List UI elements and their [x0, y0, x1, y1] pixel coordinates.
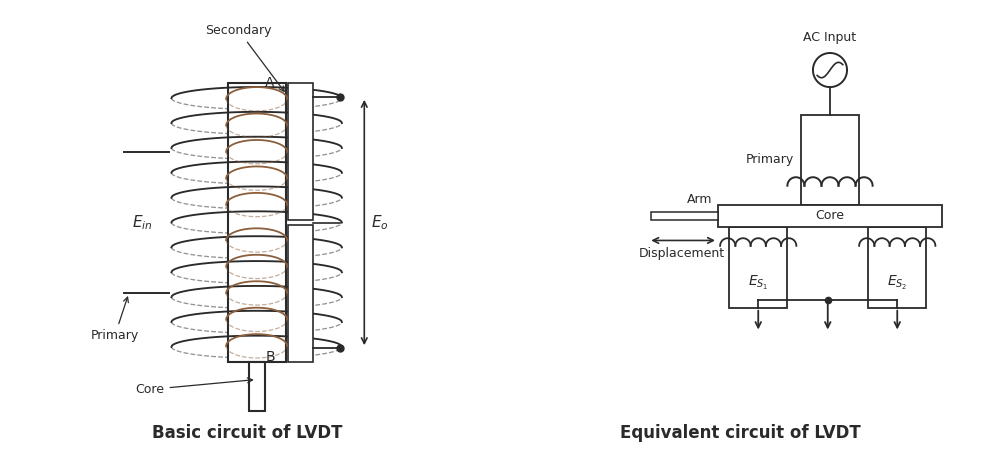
- Bar: [868, 227, 927, 308]
- Bar: [227, 84, 286, 361]
- Text: $E_{in}$: $E_{in}$: [132, 213, 152, 232]
- Bar: [718, 205, 943, 227]
- Text: $E_{S_2}$: $E_{S_2}$: [887, 274, 908, 292]
- Text: B: B: [266, 350, 275, 364]
- Text: Primary: Primary: [746, 153, 794, 166]
- Bar: [288, 225, 313, 361]
- Bar: [288, 84, 313, 220]
- Text: Displacement: Displacement: [639, 247, 725, 260]
- Text: $E_{S_1}$: $E_{S_1}$: [748, 274, 769, 292]
- Text: Arm: Arm: [688, 193, 712, 206]
- Text: A: A: [266, 76, 275, 90]
- Text: Core: Core: [135, 378, 253, 396]
- Bar: [249, 361, 265, 411]
- Bar: [651, 212, 718, 220]
- Text: Basic circuit of LVDT: Basic circuit of LVDT: [152, 424, 343, 442]
- Text: Equivalent circuit of LVDT: Equivalent circuit of LVDT: [619, 424, 861, 442]
- Text: Primary: Primary: [91, 297, 139, 342]
- Text: Core: Core: [815, 209, 845, 222]
- Text: $E_o$: $E_o$: [371, 213, 388, 232]
- Text: Secondary: Secondary: [206, 24, 285, 91]
- Bar: [801, 115, 860, 205]
- Bar: [729, 227, 787, 308]
- Text: AC Input: AC Input: [803, 31, 857, 44]
